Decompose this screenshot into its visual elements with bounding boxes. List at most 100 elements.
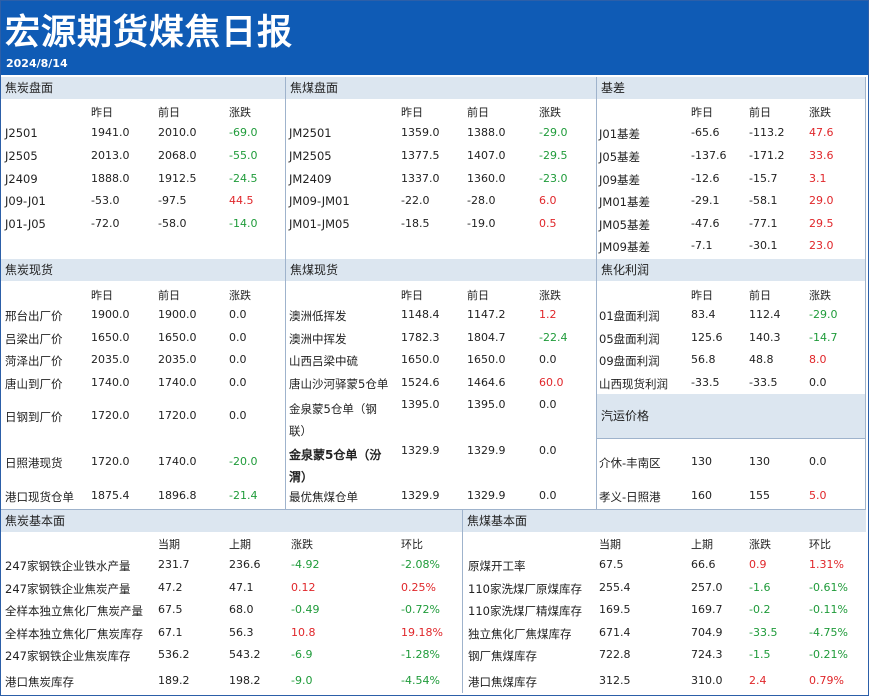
column-header: 环比: [809, 538, 831, 551]
row-label: J01-J05: [5, 217, 46, 231]
cell-value: -47.6: [691, 217, 720, 230]
cell-value: 0.0: [539, 489, 557, 502]
cell-value: -15.7: [749, 172, 778, 185]
section-title: 焦炭现货: [1, 259, 286, 281]
cell-value: -53.0: [91, 194, 120, 207]
cell-value: 1.31%: [809, 558, 844, 571]
column-header: 昨日: [401, 106, 423, 119]
cell-value: 189.2: [158, 674, 190, 687]
row-label: 澳洲低挥发: [289, 309, 347, 323]
row-label: 金泉蒙5仓单（汾渭）: [289, 448, 382, 484]
cell-value: 231.7: [158, 558, 190, 571]
cell-value: 1395.0: [467, 398, 506, 411]
cell-value: -0.11%: [809, 603, 848, 616]
cell-value: -0.2: [749, 603, 771, 616]
row-label: J09-J01: [5, 194, 46, 208]
cell-value: 29.5: [809, 217, 834, 230]
cell-value: 1888.0: [91, 172, 130, 185]
column-divider: [596, 77, 597, 510]
cell-value: -2.08%: [401, 558, 440, 571]
column-header: 涨跌: [291, 538, 313, 551]
column-header: 昨日: [691, 106, 713, 119]
row-label: 山西吕梁中硫: [289, 354, 358, 368]
cell-value: 44.5: [229, 194, 254, 207]
cell-value: -14.0: [229, 217, 258, 230]
cell-value: -113.2: [749, 126, 785, 139]
cell-value: 2035.0: [158, 353, 197, 366]
cell-value: -6.9: [291, 648, 313, 661]
row-label: 港口现货仓单: [5, 490, 74, 504]
section-title: 焦煤现货: [286, 259, 597, 281]
cell-value: 1875.4: [91, 489, 130, 502]
cell-value: -0.72%: [401, 603, 440, 616]
section-title: 基差: [597, 77, 866, 99]
column-header: 涨跌: [539, 289, 561, 302]
cell-value: -23.0: [539, 172, 568, 185]
row-label: 247家钢铁企业焦炭产量: [5, 582, 131, 596]
cell-value: -33.5: [749, 626, 778, 639]
cell-value: 0.12: [291, 581, 316, 594]
cell-value: 1650.0: [467, 353, 506, 366]
cell-value: 29.0: [809, 194, 834, 207]
cell-value: 83.4: [691, 308, 716, 321]
cell-value: 0.0: [229, 331, 247, 344]
section-title: 焦煤基本面: [463, 510, 866, 532]
cell-value: 704.9: [691, 626, 723, 639]
cell-value: -72.0: [91, 217, 120, 230]
cell-value: 155: [749, 489, 770, 502]
row-label: 菏泽出厂价: [5, 354, 63, 368]
cell-value: 5.0: [809, 489, 827, 502]
cell-value: 112.4: [749, 308, 781, 321]
column-header: 涨跌: [229, 106, 251, 119]
cell-value: 0.5: [539, 217, 557, 230]
cell-value: 2010.0: [158, 126, 197, 139]
cell-value: 1148.4: [401, 308, 440, 321]
row-label: 孝义-日照港: [599, 490, 661, 504]
cell-value: 1147.2: [467, 308, 506, 321]
column-header: 当期: [599, 538, 621, 551]
column-header: 昨日: [691, 289, 713, 302]
row-divider: [1, 509, 866, 510]
row-label: J2409: [5, 172, 38, 186]
column-header: 前日: [158, 289, 180, 302]
cell-value: 0.0: [229, 353, 247, 366]
cell-value: -12.6: [691, 172, 720, 185]
column-header: 上期: [229, 538, 251, 551]
row-label: 最优焦煤仓单: [289, 490, 358, 504]
cell-value: 1329.9: [401, 444, 440, 457]
column-header: 当期: [158, 538, 180, 551]
cell-value: 255.4: [599, 581, 631, 594]
cell-value: 0.0: [809, 455, 827, 468]
cell-value: -33.5: [749, 376, 778, 389]
cell-value: 2035.0: [91, 353, 130, 366]
cell-value: 10.8: [291, 626, 316, 639]
cell-value: -7.1: [691, 239, 713, 252]
cell-value: 47.2: [158, 581, 183, 594]
cell-value: 1.2: [539, 308, 557, 321]
cell-value: 312.5: [599, 674, 631, 687]
row-label: J2501: [5, 126, 38, 140]
cell-value: -1.5: [749, 648, 771, 661]
cell-value: 1524.6: [401, 376, 440, 389]
row-label: 山西现货利润: [599, 377, 668, 391]
row-label: 澳洲中挥发: [289, 332, 347, 346]
column-header: 涨跌: [229, 289, 251, 302]
cell-value: -29.5: [539, 149, 568, 162]
cell-value: 0.0: [229, 376, 247, 389]
cell-value: 1407.0: [467, 149, 506, 162]
cell-value: 56.8: [691, 353, 716, 366]
cell-value: 60.0: [539, 376, 564, 389]
cell-value: 1804.7: [467, 331, 506, 344]
cell-value: 169.7: [691, 603, 723, 616]
cell-value: -29.0: [539, 126, 568, 139]
cell-value: -18.5: [401, 217, 430, 230]
cell-value: 130: [691, 455, 712, 468]
cell-value: 33.6: [809, 149, 834, 162]
cell-value: -69.0: [229, 126, 258, 139]
column-header: 前日: [749, 106, 771, 119]
cell-value: 0.0: [229, 308, 247, 321]
column-header: 前日: [467, 106, 489, 119]
cell-value: -24.5: [229, 172, 258, 185]
cell-value: 722.8: [599, 648, 631, 661]
cell-value: 169.5: [599, 603, 631, 616]
